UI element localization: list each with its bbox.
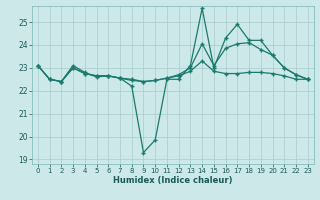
X-axis label: Humidex (Indice chaleur): Humidex (Indice chaleur) (113, 176, 233, 185)
